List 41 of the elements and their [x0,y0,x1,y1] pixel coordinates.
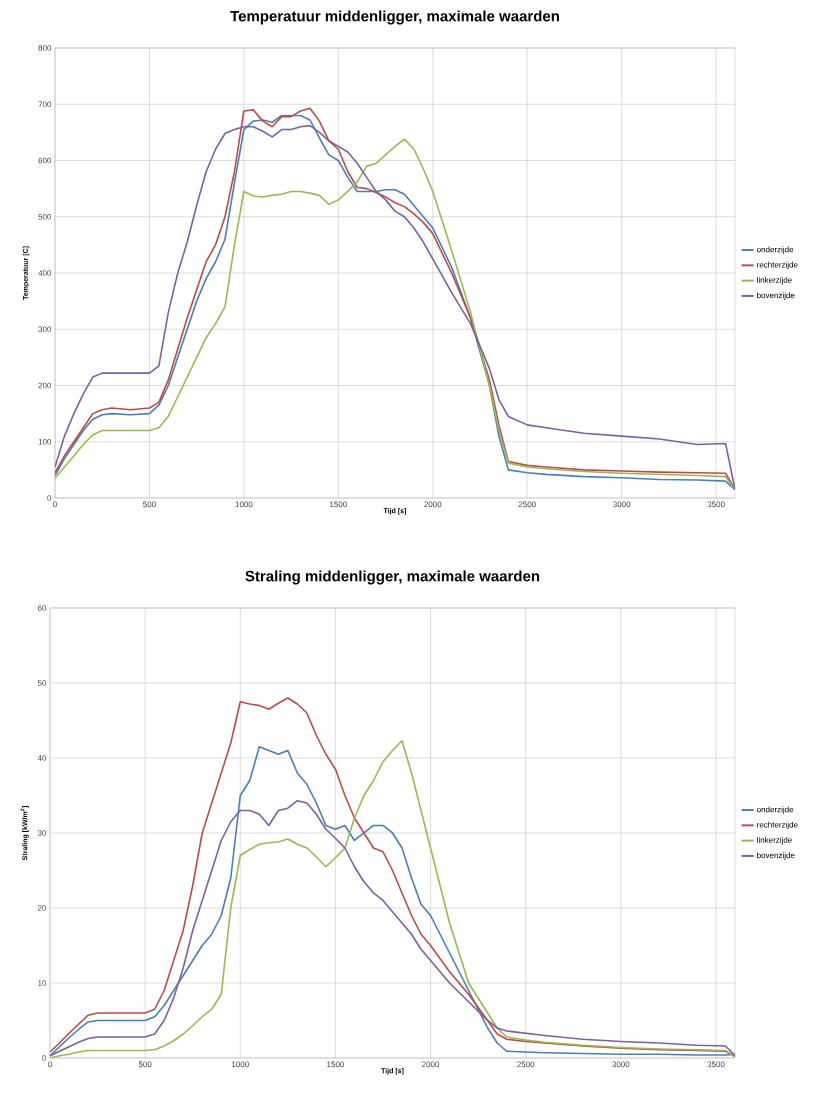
x-tick-label: 500 [138,1061,152,1068]
x-tick-label: 1000 [235,501,253,508]
y-tick-label: 500 [38,213,52,220]
y-tick-label: 60 [37,605,47,611]
x-tick-label: 3500 [707,1061,725,1068]
x-tick-label: 2000 [422,1061,440,1068]
y-tick-label: 400 [38,270,52,276]
x-tick-label: 2500 [517,1061,535,1068]
legend-label: linkerzijde [757,276,792,285]
x-tick-label: 2500 [518,501,536,508]
chart-title: Straling middenligger, maximale waarden [245,570,540,585]
legend-label: rechterzijde [757,821,798,830]
x-tick-label: 1500 [327,1061,344,1068]
legend-label: onderzijde [756,246,794,254]
y-tick-label: 100 [38,438,52,445]
y-tick-label: 0 [47,495,52,501]
legend-label: bovenzijde [757,852,795,860]
legend-label: rechterzijde [757,261,798,270]
x-tick-label: 1500 [330,501,347,508]
x-tick-label: 2000 [424,501,442,508]
x-tick-label: 1000 [231,1061,249,1068]
x-tick-label: 3500 [707,501,725,508]
chart-title: Temperatuur middenligger, maximale waarden [230,10,559,25]
x-tick-label: 500 [143,501,156,508]
legend-label: linkerzijde [757,836,792,845]
x-tick-label: 3000 [613,501,631,508]
y-tick-label: 50 [37,680,47,686]
y-tick-label: 300 [38,326,52,333]
legend-label: onderzijde [757,806,794,814]
y-tick-label: 0 [42,1055,47,1061]
x-tick-label: 3000 [612,1061,630,1068]
y-tick-label: 200 [38,382,52,389]
x-tick-label: 0 [53,501,57,508]
y-tick-label: 600 [38,157,52,164]
y-tick-label: 40 [37,755,47,761]
y-tick-label: 700 [38,101,52,108]
y-tick-label: 800 [38,45,52,51]
y-tick-label: 30 [37,830,47,836]
y-tick-label: 20 [37,905,47,911]
y-tick-label: 10 [38,980,47,986]
legend-label: bovenzijde [757,292,795,300]
